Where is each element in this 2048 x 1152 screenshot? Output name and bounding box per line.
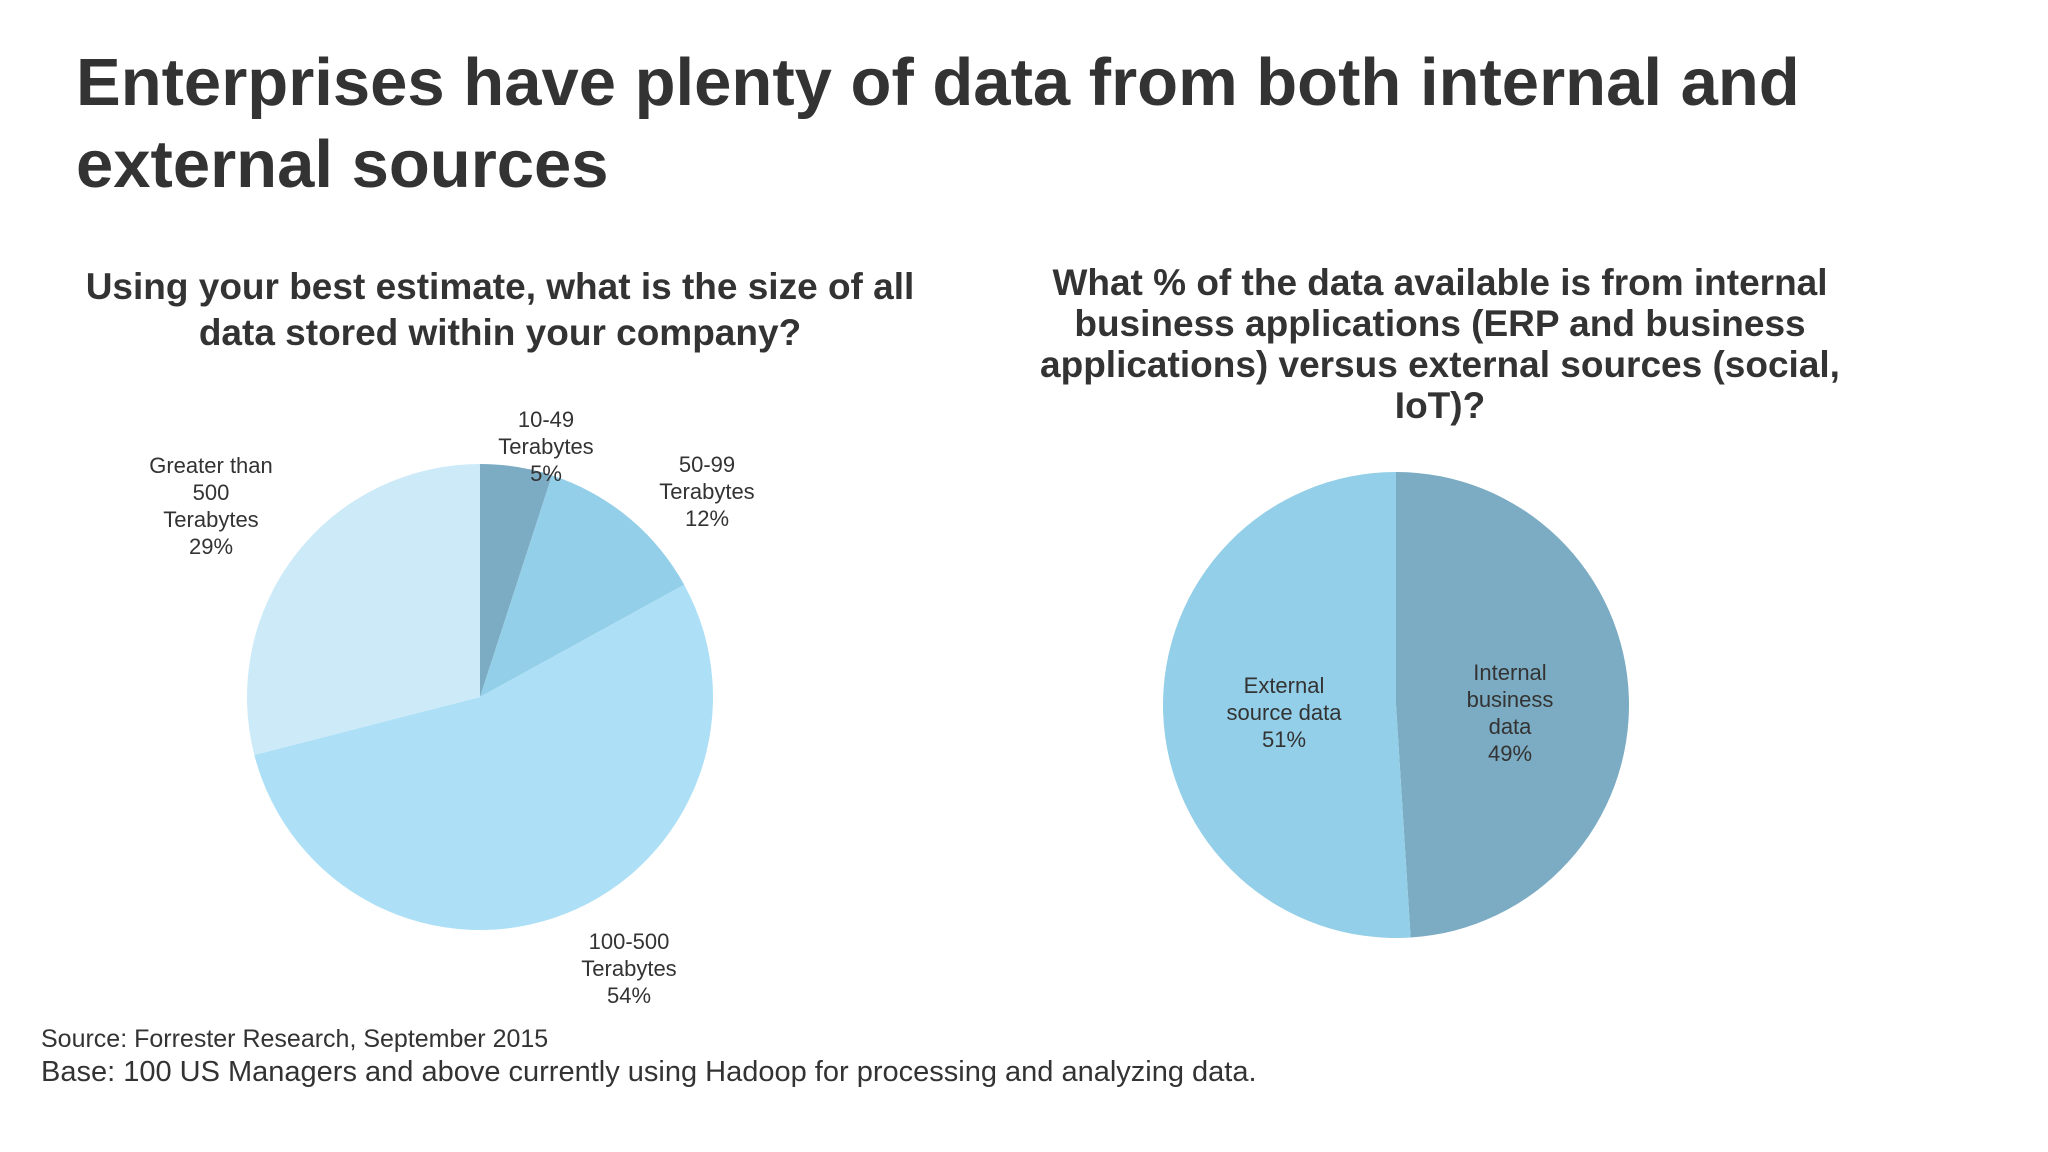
size-pie-slice-2	[254, 584, 713, 930]
size-pie-slice-3	[247, 464, 480, 755]
page-title: Enterprises have plenty of data from bot…	[76, 45, 1800, 202]
slice-label-50-99-terabytes: 50-99 Terabytes 12%	[659, 452, 755, 531]
slice-label-internal-business-data: Internal business data 49%	[1466, 660, 1554, 766]
size-pie-slice-1	[480, 475, 685, 697]
source-pie-slice-1	[1163, 472, 1411, 938]
size-pie-slice-0	[480, 464, 553, 697]
slice-label-100-500-terabytes: 100-500 Terabytes 54%	[581, 929, 677, 1008]
slice-label-external-source-data: External source data 51%	[1226, 673, 1342, 752]
slice-label-greater-than-500-terabytes: Greater than 500 Terabytes 29%	[149, 453, 273, 559]
source-note: Source: Forrester Research, September 20…	[41, 1025, 549, 1053]
base-note: Base: 100 US Managers and above currentl…	[41, 1056, 1257, 1088]
chart-2-title: What % of the data available is from int…	[1040, 262, 1840, 426]
chart-1-title: Using your best estimate, what is the si…	[85, 266, 915, 353]
source-pie-slice-0	[1396, 472, 1630, 938]
slice-label-10-49-terabytes: 10-49 Terabytes 5%	[498, 407, 594, 486]
